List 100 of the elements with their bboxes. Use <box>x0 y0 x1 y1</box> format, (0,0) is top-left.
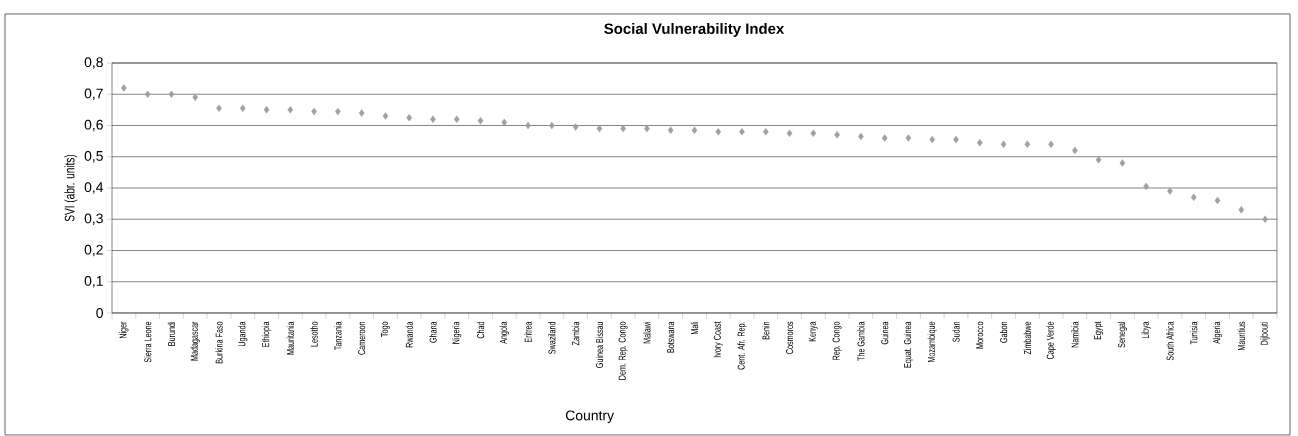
x-tick-label: Lesotho <box>310 321 318 347</box>
x-tick-label: Botswana <box>667 321 675 353</box>
x-tick-label: The Gambia <box>857 321 865 361</box>
x-tick-label: Sierra Leone <box>144 321 152 363</box>
x-tick-label: Guinea <box>881 321 889 345</box>
y-tick-label: 0,4 <box>84 182 104 194</box>
point <box>239 104 246 113</box>
point <box>168 90 175 98</box>
x-tick-label: Cameroon <box>358 321 366 355</box>
y-tick-label: 0,7 <box>84 88 103 100</box>
x-tick-label: Mauritius <box>1237 321 1245 351</box>
point <box>1262 215 1268 223</box>
point <box>1095 156 1102 164</box>
point <box>976 138 983 147</box>
x-tick-label: Kenya <box>808 321 818 342</box>
point <box>715 128 722 136</box>
x-tick-label: Chad <box>476 321 485 339</box>
x-tick-label: Ghana <box>429 321 437 343</box>
x-tick-label: Eritrea <box>524 321 532 343</box>
x-tick-label: South Africa <box>1166 321 1174 361</box>
x-tick-label: Mauritania <box>286 321 294 355</box>
point <box>1214 196 1221 205</box>
x-tick-label: Rep. Congo <box>832 321 842 360</box>
point <box>192 93 199 102</box>
x-tick-label: Mali <box>690 321 699 335</box>
x-tick-label: Namibia <box>1071 321 1079 348</box>
x-tick-label: Sudan <box>952 321 960 342</box>
point <box>1000 140 1007 148</box>
point <box>929 135 936 144</box>
x-tick-label: Mozambique <box>927 321 937 362</box>
x-axis-title: Country <box>565 410 615 424</box>
point <box>263 106 270 114</box>
point <box>406 113 413 122</box>
y-tick-label: 0,8 <box>84 57 103 69</box>
y-axis-title: SVI (abr. units) <box>64 154 78 222</box>
point <box>786 129 793 137</box>
x-tick-label: Ivory Coast <box>713 321 723 358</box>
x-tick-label: Cent. Afr. Rep. <box>737 322 747 370</box>
point <box>667 126 674 134</box>
x-tick-label: Ethiopia <box>261 321 272 347</box>
point <box>287 106 294 114</box>
point <box>739 128 745 136</box>
x-tick-label: Uganda <box>238 321 248 347</box>
x-tick-label: Rwanda <box>405 321 413 348</box>
y-tick-label: 0,1 <box>84 275 103 288</box>
y-tick-label: 0,2 <box>84 244 103 257</box>
x-tick-label: Senegal <box>1117 321 1128 348</box>
x-tick-label: Libya <box>1141 321 1151 339</box>
x-tick-label: Togo <box>380 321 390 337</box>
x-tick-label: Tanzania <box>334 321 342 351</box>
y-tick-label: 0,5 <box>84 150 103 163</box>
point <box>1048 140 1054 148</box>
point <box>596 124 603 133</box>
x-tick-label: Tunisia <box>1190 321 1198 345</box>
point <box>905 134 912 142</box>
point <box>358 109 365 117</box>
x-tick-label: Algeria <box>1212 321 1223 344</box>
x-tick-label: Burkina Faso <box>215 321 223 364</box>
x-tick-label: Angola <box>499 321 509 344</box>
point <box>430 115 436 123</box>
y-tick-label: 0 <box>96 308 103 318</box>
point <box>501 118 508 127</box>
y-tick-label: 0,3 <box>84 213 103 225</box>
point <box>572 123 579 131</box>
point <box>453 115 460 123</box>
x-tick-label: Madagascar <box>190 321 200 361</box>
point <box>762 128 769 136</box>
point <box>810 129 817 137</box>
x-tick-label: Dem. Rep. Congo <box>618 321 628 380</box>
x-tick-label: Cosmoros <box>786 321 794 354</box>
point <box>1167 187 1173 195</box>
chart-title: Social Vulnerability Index <box>604 23 785 37</box>
point <box>1238 206 1245 214</box>
x-tick-label: Guinea Bissau <box>595 321 604 368</box>
x-tick-label: Zambia <box>571 321 580 346</box>
x-tick-label: Nigeria <box>452 321 462 344</box>
x-tick-label: Swaziland <box>548 321 556 354</box>
x-tick-label: Zimbabwe <box>1023 321 1031 355</box>
point <box>834 131 840 139</box>
point <box>121 84 127 92</box>
point <box>382 112 389 120</box>
y-tick-label: 0,6 <box>84 119 103 132</box>
x-tick-label: Burundi <box>167 321 176 346</box>
point <box>1143 182 1150 191</box>
x-tick-label: Dijbouti <box>1260 322 1270 345</box>
point <box>1119 159 1126 167</box>
point <box>1024 140 1031 148</box>
x-tick-label: Niger <box>119 321 129 339</box>
point <box>477 117 484 125</box>
point <box>144 90 151 98</box>
point <box>691 126 698 134</box>
x-tick-label: Egypt <box>1094 321 1104 340</box>
x-tick-label: Equat. Guinea <box>903 321 914 368</box>
point <box>1190 193 1197 202</box>
x-tick-label: Gabon <box>999 321 1008 343</box>
x-tick-label: Benin <box>762 321 770 340</box>
point <box>881 134 888 142</box>
x-tick-label: Cape Verde <box>1046 321 1056 360</box>
x-tick-label: Malawi <box>643 321 651 344</box>
x-tick-label: Morocco <box>976 321 984 349</box>
